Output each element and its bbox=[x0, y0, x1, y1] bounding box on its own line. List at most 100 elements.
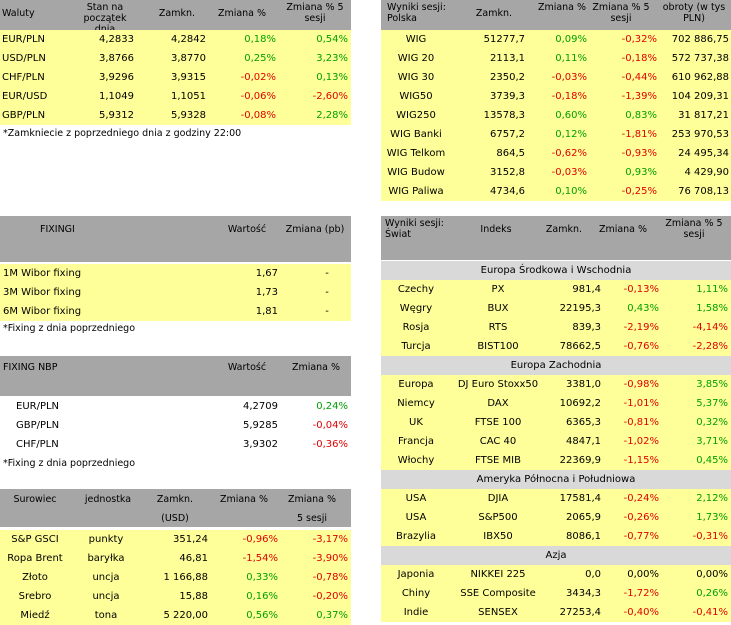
world-index-change: -0,77% bbox=[623, 531, 659, 542]
index-change: 0,09% bbox=[555, 34, 587, 45]
header-surowiec: Surowiec bbox=[13, 494, 57, 505]
header-chg: Zmiana % bbox=[291, 362, 341, 373]
world-index-name: BIST100 bbox=[477, 341, 519, 352]
fixing-value: 1,81 bbox=[255, 306, 278, 317]
world-index-change: -0,76% bbox=[623, 341, 659, 352]
world-index-close: 78662,5 bbox=[559, 341, 601, 352]
table-row: Indie SENSEX 27253,4 -0,40% -0,41% bbox=[381, 603, 731, 622]
country-name: UK bbox=[409, 417, 423, 428]
index-name: WIG Budow bbox=[387, 167, 445, 178]
currency-start: 5,9312 bbox=[99, 110, 134, 121]
currencies-table: Waluty Stan na początek dnia Zamkn. Zmia… bbox=[0, 0, 351, 139]
currency-change-5: -2,60% bbox=[312, 91, 348, 102]
commodity-change: 0,33% bbox=[246, 572, 278, 583]
index-change: 0,11% bbox=[555, 53, 587, 64]
index-turnover: 76 708,13 bbox=[678, 186, 729, 197]
index-change: 0,10% bbox=[555, 186, 587, 197]
world-index-name: RTS bbox=[488, 322, 508, 333]
country-name: USA bbox=[405, 493, 427, 504]
world-header: Wyniki sesji: Świat Indeks Zamkn. Zmiana… bbox=[381, 216, 731, 260]
index-close: 3152,8 bbox=[490, 167, 525, 178]
table-row: WIG250 13578,3 0,60% 0,83% 31 817,21 bbox=[381, 106, 731, 125]
fixing-change: - bbox=[325, 268, 329, 279]
header-chg5: Zmiana % 5 sesji bbox=[665, 218, 723, 240]
nbp-currency: GBP/PLN bbox=[16, 420, 60, 431]
table-row: EUR/PLN 4,2709 0,24% bbox=[0, 397, 351, 416]
table-row: 1M Wibor fixing 1,67 - bbox=[0, 264, 351, 283]
fixing-name: 1M Wibor fixing bbox=[3, 268, 82, 279]
currency-name: CHF/PLN bbox=[2, 72, 45, 83]
header-close-unit: (USD) bbox=[161, 513, 189, 524]
table-row: Srebro uncja 15,88 0,16% -0,20% bbox=[0, 587, 351, 606]
currency-close: 3,8770 bbox=[171, 53, 206, 64]
world-index-change-5: 0,45% bbox=[696, 455, 728, 466]
table-row: Francja CAC 40 4847,1 -1,02% 3,71% bbox=[381, 432, 731, 451]
table-row: Rosja RTS 839,3 -2,19% -4,14% bbox=[381, 318, 731, 337]
world-index-change: 0,43% bbox=[627, 303, 659, 314]
country-name: Brazylia bbox=[396, 531, 436, 542]
header-index: Indeks bbox=[480, 224, 512, 235]
index-name: WIG 20 bbox=[397, 53, 435, 64]
currency-name: EUR/USD bbox=[2, 91, 48, 102]
world-index-name: FTSE 100 bbox=[474, 417, 522, 428]
header-chg: Zmiana (pb) bbox=[285, 224, 345, 235]
index-change: -0,03% bbox=[551, 72, 587, 83]
commodity-unit: uncja bbox=[92, 591, 120, 602]
world-index-name: SSE Composite bbox=[460, 588, 536, 599]
index-close: 2113,1 bbox=[490, 53, 525, 64]
index-turnover: 702 886,75 bbox=[671, 34, 729, 45]
index-change: 0,60% bbox=[555, 110, 587, 121]
table-row: Niemcy DAX 10692,2 -1,01% 5,37% bbox=[381, 394, 731, 413]
commodity-change: -0,96% bbox=[242, 534, 278, 545]
currency-close: 1,1051 bbox=[171, 91, 206, 102]
world-index-close: 8086,1 bbox=[566, 531, 601, 542]
commodity-change: 0,56% bbox=[246, 610, 278, 621]
table-row: USA S&P500 2065,9 -0,26% 1,73% bbox=[381, 508, 731, 527]
currency-start: 3,8766 bbox=[99, 53, 134, 64]
world-index-close: 22369,9 bbox=[559, 455, 601, 466]
commodity-name: Miedź bbox=[20, 610, 50, 621]
table-row: Europa DJ Euro Stoxx50 3381,0 -0,98% 3,85% bbox=[381, 375, 731, 394]
world-index-change: 0,00% bbox=[627, 569, 659, 580]
world-table: Wyniki sesji: Świat Indeks Zamkn. Zmiana… bbox=[381, 216, 731, 622]
header-value: Wartość bbox=[227, 362, 267, 373]
world-index-close: 3381,0 bbox=[566, 379, 601, 390]
world-index-change: -1,02% bbox=[623, 436, 659, 447]
index-close: 51277,7 bbox=[483, 34, 525, 45]
world-index-name: CAC 40 bbox=[479, 436, 517, 447]
world-index-close: 981,4 bbox=[572, 284, 601, 295]
table-row: WIG Budow 3152,8 -0,03% 0,93% 4 429,90 bbox=[381, 163, 731, 182]
world-index-close: 17581,4 bbox=[559, 493, 601, 504]
commodity-change-5: -3,17% bbox=[312, 534, 348, 545]
table-row: Japonia NIKKEI 225 0,0 0,00% 0,00% bbox=[381, 565, 731, 584]
world-index-name: DAX bbox=[487, 398, 509, 409]
world-index-name: DJ Euro Stoxx50 bbox=[457, 379, 539, 390]
world-index-change: -0,40% bbox=[623, 607, 659, 618]
index-change: -0,03% bbox=[551, 167, 587, 178]
index-turnover: 610 962,88 bbox=[671, 72, 729, 83]
currency-start: 4,2833 bbox=[99, 34, 134, 45]
table-row: Włochy FTSE MIB 22369,9 -1,15% 0,45% bbox=[381, 451, 731, 470]
country-name: Niemcy bbox=[397, 398, 435, 409]
index-change: 0,12% bbox=[555, 129, 587, 140]
commodity-unit: punkty bbox=[88, 534, 124, 545]
commodity-name: S&P GSCI bbox=[11, 534, 59, 545]
header-chg: Zmiana % bbox=[598, 224, 648, 235]
country-name: Turcja bbox=[401, 341, 431, 352]
country-name: Francja bbox=[397, 436, 434, 447]
world-index-name: DJIA bbox=[487, 493, 509, 504]
index-turnover: 572 737,38 bbox=[671, 53, 729, 64]
world-index-change-5: 1,73% bbox=[696, 512, 728, 523]
world-index-close: 22195,3 bbox=[559, 303, 601, 314]
nbp-header: FIXING NBP Wartość Zmiana % bbox=[0, 356, 351, 396]
commodity-name: Złoto bbox=[22, 572, 48, 583]
world-index-change-5: -2,28% bbox=[692, 341, 728, 352]
currency-close: 3,9315 bbox=[171, 72, 206, 83]
world-index-name: S&P500 bbox=[478, 512, 518, 523]
index-close: 6757,2 bbox=[490, 129, 525, 140]
index-change-5: -0,32% bbox=[621, 34, 657, 45]
world-index-change-5: 2,12% bbox=[696, 493, 728, 504]
world-index-change: -1,01% bbox=[623, 398, 659, 409]
index-name: WIG Paliwa bbox=[388, 186, 444, 197]
header-chg5-sub: 5 sesji bbox=[296, 513, 328, 524]
